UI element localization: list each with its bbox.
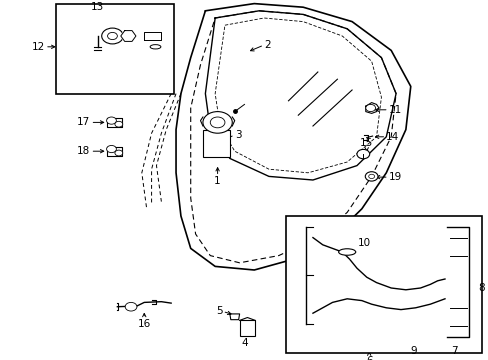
Text: 8: 8 (477, 283, 484, 293)
Text: 15: 15 (359, 138, 373, 148)
Text: 10: 10 (357, 238, 370, 248)
Circle shape (107, 32, 117, 40)
Text: 17: 17 (77, 117, 90, 127)
Text: 2: 2 (264, 40, 270, 50)
FancyBboxPatch shape (239, 320, 255, 336)
Text: 13: 13 (91, 1, 104, 12)
Text: 11: 11 (388, 105, 401, 115)
Text: 9: 9 (409, 346, 416, 356)
Text: 4: 4 (241, 338, 247, 348)
Ellipse shape (338, 249, 355, 255)
Bar (56, 4, 173, 94)
Bar (285, 216, 481, 353)
Circle shape (102, 28, 123, 44)
Circle shape (106, 117, 116, 124)
Circle shape (365, 172, 377, 181)
Circle shape (106, 145, 116, 153)
FancyBboxPatch shape (203, 130, 229, 157)
Text: 19: 19 (388, 172, 401, 182)
Text: 1: 1 (214, 176, 221, 186)
Circle shape (115, 121, 122, 127)
Circle shape (125, 302, 137, 311)
Text: 3: 3 (234, 130, 241, 140)
Text: 7: 7 (450, 346, 457, 356)
Circle shape (203, 112, 232, 133)
Ellipse shape (150, 45, 161, 49)
Text: 6: 6 (365, 356, 372, 360)
Circle shape (365, 104, 375, 112)
Circle shape (368, 174, 374, 179)
Text: 16: 16 (137, 319, 151, 329)
Circle shape (356, 149, 369, 159)
Text: 5: 5 (215, 306, 222, 316)
Circle shape (115, 150, 122, 156)
Circle shape (210, 117, 224, 128)
Text: 18: 18 (77, 146, 90, 156)
Polygon shape (121, 31, 136, 41)
Text: 12: 12 (32, 42, 45, 52)
Text: 14: 14 (386, 132, 399, 142)
